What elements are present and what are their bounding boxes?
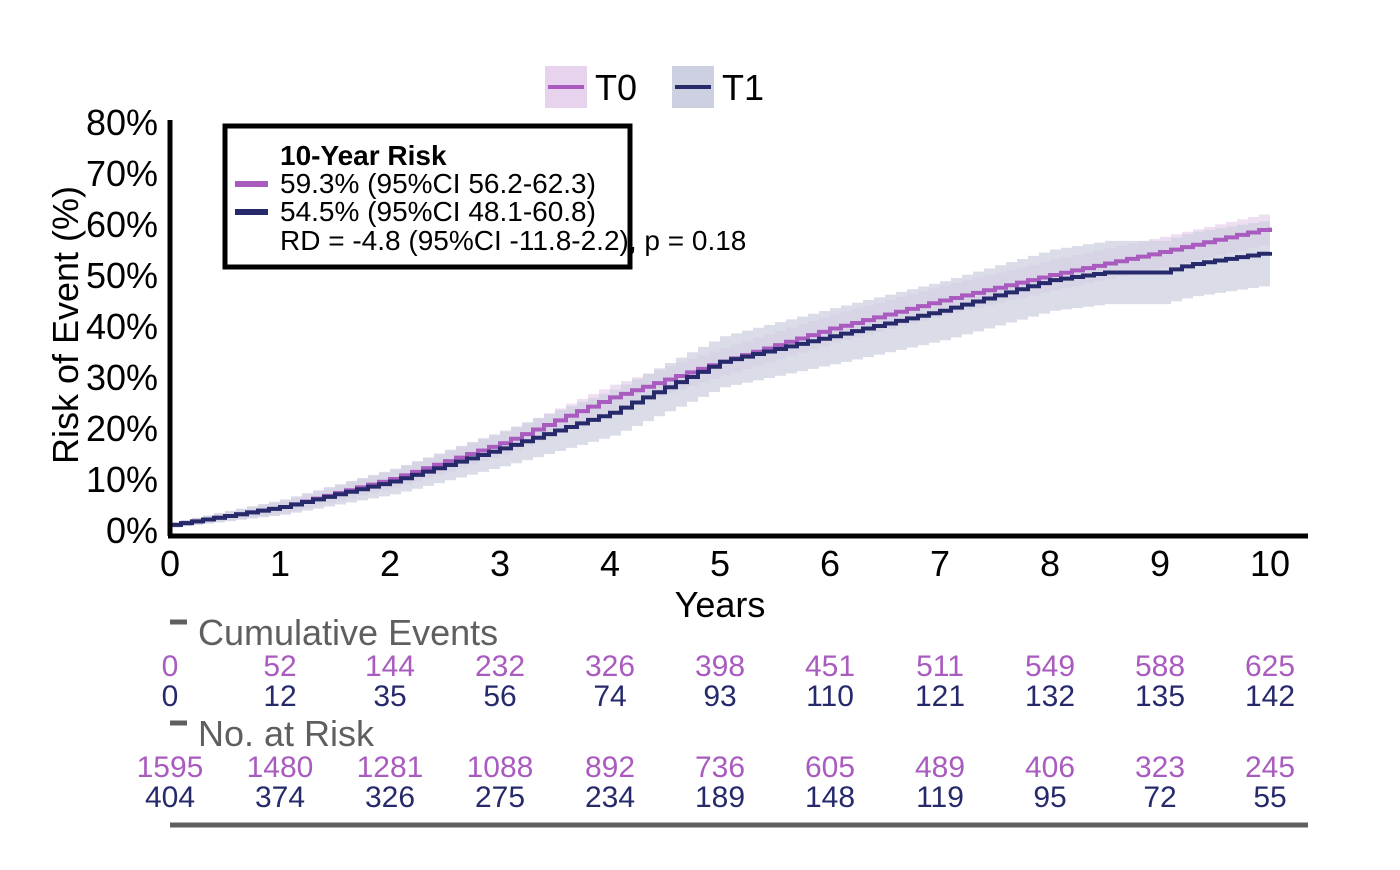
table-cell-t1: 55 <box>1253 781 1286 814</box>
table-cell-t1: 74 <box>593 680 626 713</box>
y-tick-label: 30% <box>86 357 158 398</box>
table-cell-t1: 93 <box>703 680 736 713</box>
table-cell-t0: 52 <box>263 650 296 683</box>
table-cell-t0: 511 <box>916 650 964 683</box>
x-tick-label: 4 <box>600 543 620 584</box>
x-tick-label: 9 <box>1150 543 1170 584</box>
annotation-title: 10-Year Risk <box>280 140 447 171</box>
table-cell-t0: 1480 <box>247 751 314 784</box>
table-cell-t1: 72 <box>1143 781 1176 814</box>
table-cell-t1: 119 <box>916 781 964 814</box>
table-cell-t1: 95 <box>1033 781 1066 814</box>
x-tick-label: 8 <box>1040 543 1060 584</box>
table-cell-t0: 232 <box>475 650 525 683</box>
annotation-risk-t1: 54.5% (95%CI 48.1-60.8) <box>280 196 596 227</box>
x-tick-label: 10 <box>1250 543 1290 584</box>
table-cell-t0: 736 <box>695 751 745 784</box>
table-cell-t0: 892 <box>585 751 635 784</box>
table-cell-t0: 0 <box>162 650 179 683</box>
table-cell-t0: 398 <box>695 650 745 683</box>
table-cell-t1: 0 <box>162 680 179 713</box>
risk-annotation-box <box>222 123 633 270</box>
y-tick-label: 50% <box>86 255 158 296</box>
table-cell-t1: 374 <box>255 781 305 814</box>
x-tick-label: 5 <box>710 543 730 584</box>
table-cell-t0: 549 <box>1025 650 1075 683</box>
table-cell-t1: 148 <box>805 781 855 814</box>
y-tick-label: 40% <box>86 306 158 347</box>
table-cell-t1: 234 <box>585 781 635 814</box>
table-cell-t0: 625 <box>1245 650 1295 683</box>
table-cell-t0: 588 <box>1135 650 1185 683</box>
table-cell-t1: 404 <box>145 781 195 814</box>
annotation-risk-difference: RD = -4.8 (95%CI -11.8-2.2), p = 0.18 <box>280 225 746 256</box>
x-tick-label: 3 <box>490 543 510 584</box>
table-cell-t1: 132 <box>1025 680 1075 713</box>
table-cell-t1: 110 <box>806 680 854 713</box>
y-axis-title: Risk of Event (%) <box>45 186 86 464</box>
y-tick-label: 0% <box>106 510 158 551</box>
table-cell-t0: 1088 <box>467 751 534 784</box>
table-cell-t0: 323 <box>1135 751 1185 784</box>
legend-label-t0: T0 <box>595 67 637 108</box>
x-tick-label: 2 <box>380 543 400 584</box>
x-tick-label: 6 <box>820 543 840 584</box>
table-cell-t1: 326 <box>365 781 415 814</box>
table-cell-t0: 489 <box>915 751 965 784</box>
y-tick-label: 70% <box>86 153 158 194</box>
table-cell-t0: 245 <box>1245 751 1295 784</box>
legend-label-t1: T1 <box>722 67 764 108</box>
table-cell-t1: 35 <box>373 680 406 713</box>
table-title: Cumulative Events <box>198 612 498 653</box>
table-cell-t0: 326 <box>585 650 635 683</box>
table-cell-t1: 142 <box>1245 680 1295 713</box>
table-cell-t0: 605 <box>805 751 855 784</box>
table-cell-t0: 1595 <box>137 751 204 784</box>
table-title: No. at Risk <box>198 713 375 754</box>
table-cell-t1: 121 <box>915 680 965 713</box>
x-tick-label: 1 <box>270 543 290 584</box>
y-tick-label: 60% <box>86 204 158 245</box>
x-tick-label: 0 <box>160 543 180 584</box>
y-tick-label: 20% <box>86 408 158 449</box>
x-axis-title: Years <box>675 584 766 625</box>
table-cell-t0: 144 <box>365 650 415 683</box>
series-line-t1 <box>170 251 1272 527</box>
table-cell-t1: 275 <box>475 781 525 814</box>
table-cell-t1: 12 <box>263 680 296 713</box>
table-cell-t1: 189 <box>695 781 745 814</box>
table-cell-t0: 1281 <box>357 751 424 784</box>
y-tick-label: 10% <box>86 459 158 500</box>
x-tick-label: 7 <box>930 543 950 584</box>
annotation-risk-t0: 59.3% (95%CI 56.2-62.3) <box>280 168 596 199</box>
table-cell-t1: 56 <box>483 680 516 713</box>
table-cell-t1: 135 <box>1135 680 1185 713</box>
y-tick-label: 80% <box>86 102 158 143</box>
table-cell-t0: 406 <box>1025 751 1075 784</box>
table-cell-t0: 451 <box>805 650 855 683</box>
